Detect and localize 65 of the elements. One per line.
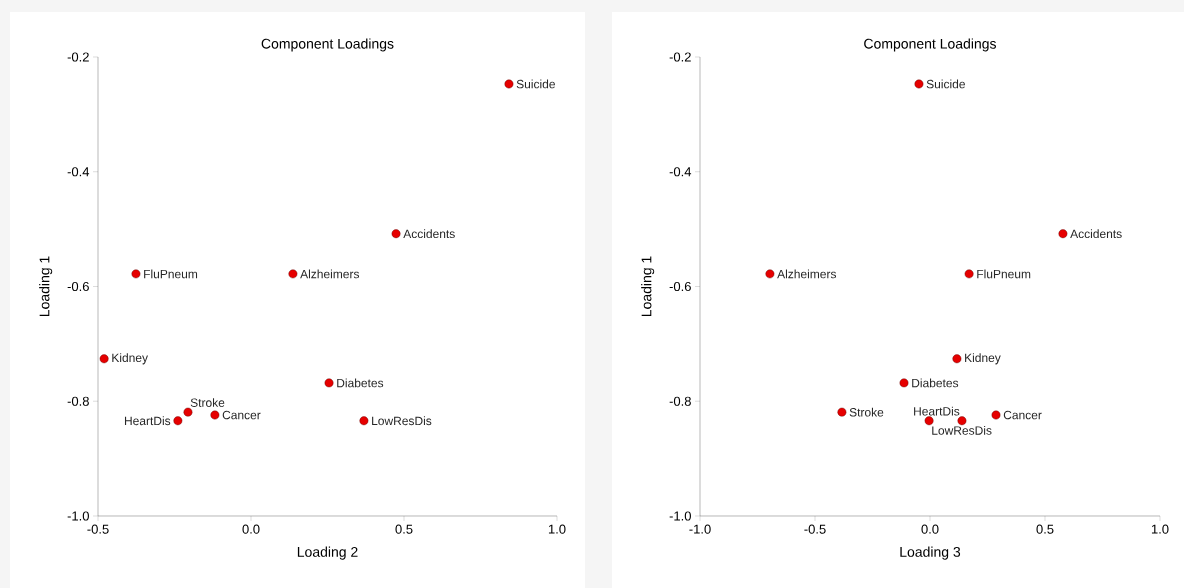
point [957,416,967,426]
y-tick-label: -1.0 [669,511,691,521]
annotation: Alzheimers [777,269,837,279]
point [765,269,775,279]
y-tick-label: -0.2 [669,52,691,62]
point [288,269,298,279]
annotation: LowResDis [372,416,432,426]
x-tick-label: -0.5 [87,524,109,534]
annotation: Suicide [926,79,965,89]
y-tick-label: -0.8 [669,396,691,406]
annotation: LowResDis [932,425,992,435]
annotation: Stroke [190,398,225,407]
annotation: HeartDis [914,406,960,416]
x-tick-label: -0.5 [804,524,826,534]
y-axis-title: Loading 1 [39,256,53,317]
annotation: HeartDis [124,416,171,426]
annotation: FluPneum [977,269,1031,279]
chart-title: Component Loadings [261,38,394,52]
x-tick-label: 0.5 [395,524,413,534]
x-tick-label: 0.5 [1036,524,1054,534]
annotation: Cancer [222,410,261,420]
y-tick-label: -0.4 [669,167,692,177]
annotation: Stroke [849,407,884,417]
point [837,407,847,417]
y-tick-label: -1.0 [67,511,89,521]
point [924,416,934,426]
annotation: Kidney [965,353,1001,365]
point [991,410,1001,420]
x-tick-label: -1.0 [689,524,711,534]
x-axis-title: Loading 2 [297,546,358,560]
x-tick-label: 0.0 [921,524,939,534]
point [359,416,369,426]
point [1058,229,1068,239]
point [914,79,924,89]
annotation: FluPneum [144,269,198,279]
annotation: Alzheimers [300,269,360,279]
point [173,416,183,426]
point [391,229,401,239]
point [183,407,193,417]
annotation: Kidney [112,353,148,365]
point [504,79,514,89]
annotation: Accidents [1070,229,1122,239]
chart-title: Component Loadings [864,38,996,52]
x-tick-label: 0.0 [242,524,260,534]
point [899,378,909,388]
point [324,378,334,388]
y-axis-title: Loading 1 [641,256,655,317]
x-tick-label: 1.0 [1151,524,1169,534]
annotation: Accidents [403,229,455,239]
x-tick-label: 1.0 [548,524,566,534]
point [99,354,109,364]
y-tick-label: -0.2 [67,52,89,62]
annotation: Diabetes [337,378,384,388]
y-tick-label: -0.4 [67,167,90,177]
y-tick-label: -0.8 [67,396,89,406]
point [210,410,220,420]
y-tick-label: -0.6 [67,281,89,292]
point [964,269,974,279]
annotation: Diabetes [912,378,959,388]
annotation: Suicide [516,79,555,89]
annotation: Cancer [1003,410,1042,420]
point [952,354,962,364]
x-axis-title: Loading 3 [900,546,961,560]
point [131,269,141,279]
y-tick-label: -0.6 [669,281,691,292]
